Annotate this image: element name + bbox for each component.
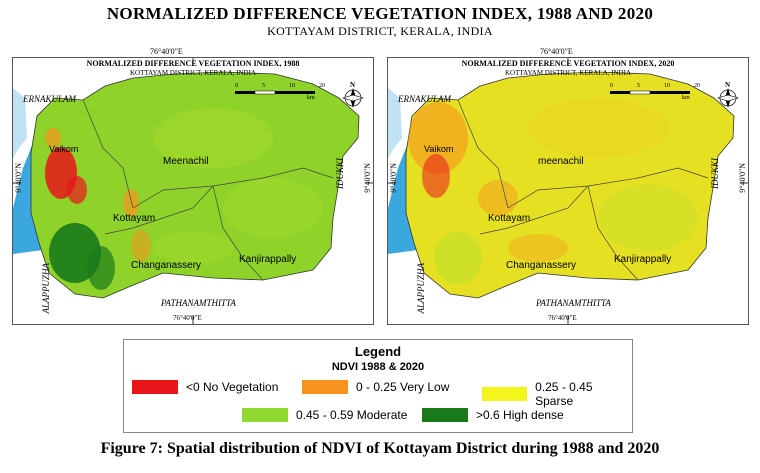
map-2020: NORMALIZED DIFFERENCE VEGETATION INDEX, … <box>387 57 749 325</box>
legend-item-no-vegetation: <0 No Vegetation <box>132 380 278 394</box>
district-shape <box>405 71 735 299</box>
scale-labels: 0 5 10 20 <box>610 83 700 89</box>
label-kanjirappally: Kanjirappally <box>614 254 672 265</box>
coord-top-1988: 76°40'0"E <box>150 47 183 56</box>
map-title: NORMALIZED DIFFERENCE VEGETATION INDEX, … <box>461 59 675 68</box>
legend-item-high-dense: >0.6 High dense <box>422 408 564 422</box>
legend-swatch <box>302 380 348 394</box>
coord-bottom: 76°40'0"E <box>548 314 577 322</box>
scale-unit: km <box>307 95 315 101</box>
north-arrow-icon <box>341 88 365 108</box>
scale-unit: km <box>682 95 690 101</box>
label-idukki: IDUKKI <box>335 158 345 189</box>
scale-labels: 0 5 10 20 <box>235 83 325 89</box>
scale-tick-label: 20 <box>694 83 700 89</box>
main-subtitle: KOTTAYAM DISTRICT, KERALA, INDIA <box>267 24 493 38</box>
boundary-line <box>507 167 709 209</box>
legend-item-sparse: 0.25 - 0.45 Sparse <box>482 380 632 408</box>
legend-item-moderate: 0.45 - 0.59 Moderate <box>242 408 407 422</box>
boundary-line <box>132 167 334 209</box>
scale-tick-label: 0 <box>235 83 238 89</box>
main-title: NORMALIZED DIFFERENCE VEGETATION INDEX, … <box>106 4 654 23</box>
coord-right: 9°40'0"N <box>738 163 747 193</box>
scale-tick-label: 5 <box>637 83 640 89</box>
label-idukki: IDUKKI <box>710 158 720 189</box>
legend-swatch <box>242 408 288 422</box>
label-kottayam: Kottayam <box>488 213 531 224</box>
label-pathanamthitta: PATHANAMTHITTA <box>536 298 611 308</box>
label-vaikom: Vaikom <box>424 144 454 154</box>
label-alappuzha: ALAPPUZHA <box>41 263 51 314</box>
scale-bar <box>610 90 690 95</box>
water-north <box>388 88 402 158</box>
legend-label: 0.45 - 0.59 Moderate <box>296 408 408 422</box>
coord-right: 9°40'0"N <box>363 163 372 193</box>
label-vaikom: Vaikom <box>49 144 79 154</box>
boundary-line <box>479 185 589 235</box>
scale-tick-label: 0 <box>610 83 613 89</box>
map-subtitle: KOTTAYAM DISTRICT, KERALA, INDIA <box>129 69 257 77</box>
legend-label: 0 - 0.25 Very Low <box>356 380 450 394</box>
map-2020-canvas <box>388 58 748 324</box>
boundary-line <box>212 185 264 281</box>
boundary-line <box>82 99 134 209</box>
map-title: NORMALIZED DIFFERENCE VEGETATION INDEX, … <box>86 59 300 68</box>
boundary-line <box>587 185 639 281</box>
legend-label: >0.6 High dense <box>476 408 564 422</box>
label-ernakulam: ERNAKULAM <box>398 94 451 104</box>
north-label: N <box>725 81 731 89</box>
label-alappuzha: ALAPPUZHA <box>416 263 426 314</box>
legend-swatch <box>132 380 178 394</box>
legend-subtitle: NDVI 1988 & 2020 <box>331 361 425 373</box>
legend-label: 0.25 - 0.45 Sparse <box>535 380 593 408</box>
label-kottayam: Kottayam <box>113 213 156 224</box>
north-label: N <box>350 81 356 89</box>
scale-tick-label: 20 <box>319 83 325 89</box>
label-meenachil: meenachil <box>538 156 584 167</box>
coord-bottom: 76°40'0"E <box>173 314 202 322</box>
legend-title: Legend <box>354 344 402 359</box>
map-1988: NORMALIZED DIFFERENCE VEGETATION INDEX, … <box>12 57 374 325</box>
label-meenachil: Meenachil <box>163 156 209 167</box>
scale-tick-label: 5 <box>262 83 265 89</box>
scale-tick-label: 10 <box>664 83 670 89</box>
label-changanassery: Changanassery <box>506 260 577 271</box>
ndvi-texture <box>408 98 698 284</box>
legend-swatch <box>422 408 468 422</box>
boundary-line <box>104 185 214 235</box>
label-kanjirappally: Kanjirappally <box>239 254 297 265</box>
legend: Legend NDVI 1988 & 2020 <0 No Vegetation… <box>123 339 633 433</box>
north-arrow-icon <box>716 88 740 108</box>
figure-caption: Figure 7: Spatial distribution of NDVI o… <box>100 440 660 457</box>
coord-left: 9°40'0"N <box>14 163 23 193</box>
coord-left: 9°40'0"N <box>389 163 398 193</box>
boundary-line <box>457 99 509 209</box>
ndvi-texture <box>45 108 323 290</box>
label-changanassery: Changanassery <box>131 260 202 271</box>
district-shape <box>30 71 360 299</box>
water-north <box>13 88 27 158</box>
scale-bar <box>235 90 315 95</box>
map-1988-canvas <box>13 58 373 324</box>
legend-item-very-low: 0 - 0.25 Very Low <box>302 380 449 394</box>
coord-top-2020: 76°40'0"E <box>540 47 573 56</box>
scale-tick-label: 10 <box>289 83 295 89</box>
legend-swatch <box>482 387 528 401</box>
label-pathanamthitta: PATHANAMTHITTA <box>161 298 236 308</box>
legend-label: <0 No Vegetation <box>186 380 279 394</box>
label-ernakulam: ERNAKULAM <box>23 94 76 104</box>
map-subtitle: KOTTAYAM DISTRICT, KERALA, INDIA <box>504 69 632 77</box>
